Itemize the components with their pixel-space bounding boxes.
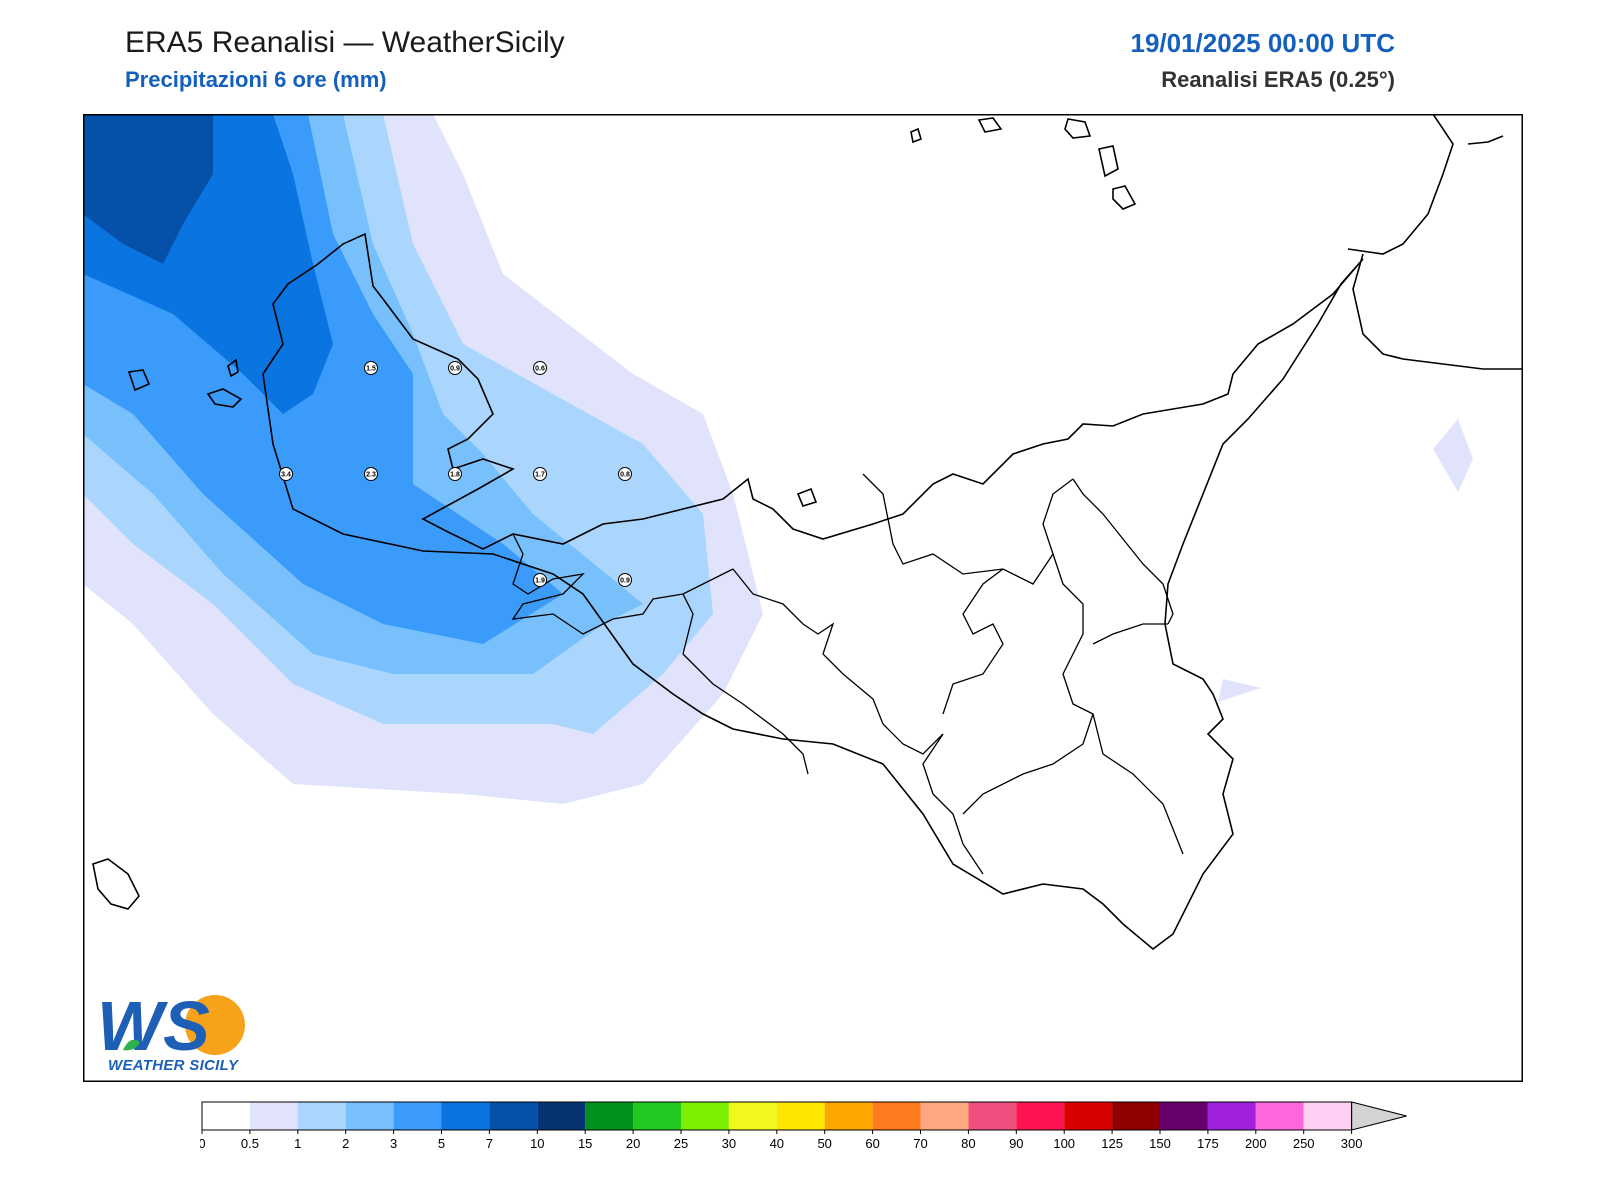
map-frame bbox=[83, 114, 1523, 1082]
colorbar-tick-label: 90 bbox=[1009, 1136, 1023, 1151]
station-marker: 1.9 bbox=[533, 573, 547, 587]
logo-mark: WS bbox=[97, 987, 210, 1065]
colorbar-cell bbox=[920, 1102, 969, 1130]
colorbar-cell bbox=[968, 1102, 1017, 1130]
station-value: 0.9 bbox=[620, 578, 630, 585]
station-marker: 1.7 bbox=[533, 467, 547, 481]
colorbar-cell bbox=[776, 1102, 825, 1130]
station-marker: 0.6 bbox=[533, 361, 547, 375]
colorbar-cell bbox=[1064, 1102, 1113, 1130]
colorbar-tick-label: 60 bbox=[865, 1136, 879, 1151]
logo-text: WEATHER SICILY bbox=[108, 1057, 239, 1074]
colorbar-tick-label: 3 bbox=[390, 1136, 397, 1151]
colorbar-cell bbox=[872, 1102, 921, 1130]
precipitation-colorbar: 0 0.5 1 2 3 5 7 10 15 20 25 30 40 50 60 70 80 90 100 125 150… bbox=[200, 1101, 1407, 1151]
colorbar-tick-label: 125 bbox=[1101, 1136, 1123, 1151]
colorbar-tick-label: 1 bbox=[294, 1136, 301, 1151]
colorbar-tick-label: 7 bbox=[486, 1136, 493, 1151]
weathersicily-logo: WS bbox=[97, 987, 245, 1065]
station-value: 1.9 bbox=[535, 578, 545, 585]
valid-datetime: 19/01/2025 00:00 UTC bbox=[1130, 28, 1395, 58]
colorbar-extend-arrow bbox=[1351, 1101, 1407, 1131]
colorbar-tick-label: 70 bbox=[913, 1136, 927, 1151]
colorbar-cell bbox=[681, 1102, 729, 1130]
map-subtitle: Precipitazioni 6 ore (mm) bbox=[125, 67, 387, 92]
colorbar-cell bbox=[1016, 1102, 1065, 1130]
colorbar-cells bbox=[201, 1101, 1407, 1131]
colorbar-cell bbox=[585, 1102, 634, 1130]
station-value: 0.6 bbox=[535, 366, 545, 373]
colorbar-tick-label: 30 bbox=[722, 1136, 736, 1151]
colorbar-tick-label: 0.5 bbox=[241, 1136, 259, 1151]
station-value: 0.9 bbox=[450, 366, 460, 373]
colorbar-tick-label: 80 bbox=[961, 1136, 975, 1151]
colorbar-tick-label: 175 bbox=[1197, 1136, 1219, 1151]
station-marker: 1.5 bbox=[364, 361, 378, 375]
colorbar-tick-label: 150 bbox=[1149, 1136, 1171, 1151]
colorbar-tick-label: 0 bbox=[200, 1136, 206, 1151]
station-value: 1.5 bbox=[366, 366, 376, 373]
colorbar-cell bbox=[441, 1102, 490, 1130]
station-marker: 0.9 bbox=[448, 361, 462, 375]
station-markers: 1.5 0.9 0.6 3.4 2.3 1.8 1.7 0.8 bbox=[279, 361, 632, 587]
colorbar-cell bbox=[202, 1102, 250, 1130]
coastline bbox=[92, 114, 1523, 951]
colorbar-cell bbox=[1303, 1102, 1352, 1130]
colorbar-tick-label: 250 bbox=[1293, 1136, 1315, 1151]
station-marker: 2.3 bbox=[364, 467, 378, 481]
station-marker: 0.9 bbox=[618, 573, 632, 587]
colorbar-tick-label: 15 bbox=[578, 1136, 592, 1151]
colorbar-cell bbox=[249, 1102, 298, 1130]
colorbar-cell bbox=[824, 1102, 873, 1130]
province-boundaries bbox=[511, 473, 1184, 875]
colorbar-cell bbox=[1160, 1102, 1208, 1130]
data-source-label: Reanalisi ERA5 (0.25°) bbox=[1161, 67, 1395, 92]
colorbar-cell bbox=[728, 1102, 777, 1130]
colorbar-cell bbox=[345, 1102, 394, 1130]
colorbar-cell bbox=[297, 1102, 346, 1130]
station-value: 3.4 bbox=[281, 472, 291, 479]
colorbar-tick-label: 2 bbox=[342, 1136, 349, 1151]
colorbar-cell bbox=[537, 1102, 586, 1130]
colorbar-tick-label: 25 bbox=[674, 1136, 688, 1151]
colorbar-tick-label: 5 bbox=[438, 1136, 445, 1151]
station-value: 2.3 bbox=[366, 472, 376, 479]
station-marker: 3.4 bbox=[279, 467, 293, 481]
colorbar-cell bbox=[633, 1102, 681, 1130]
colorbar-tick-label: 10 bbox=[530, 1136, 544, 1151]
precipitation-map: 1.5 0.9 0.6 3.4 2.3 1.8 1.7 0.8 bbox=[83, 114, 1523, 1082]
station-marker: 1.8 bbox=[448, 467, 462, 481]
station-value: 1.8 bbox=[450, 472, 460, 479]
colorbar-cell bbox=[1207, 1102, 1256, 1130]
colorbar-cell bbox=[1255, 1102, 1304, 1130]
colorbar-tick-label: 40 bbox=[770, 1136, 784, 1151]
map-title: ERA5 Reanalisi — WeatherSicily bbox=[125, 26, 565, 59]
colorbar-ticks: 0 0.5 1 2 3 5 7 10 15 20 25 30 40 50 60 70 80 90 100 125 150… bbox=[200, 1130, 1362, 1151]
station-value: 1.7 bbox=[535, 472, 545, 479]
station-value: 0.8 bbox=[620, 472, 630, 479]
colorbar-tick-label: 20 bbox=[626, 1136, 640, 1151]
colorbar-cell bbox=[1112, 1102, 1160, 1130]
colorbar-cell bbox=[489, 1102, 538, 1130]
station-marker: 0.8 bbox=[618, 467, 632, 481]
colorbar-tick-label: 50 bbox=[817, 1136, 831, 1151]
colorbar-tick-label: 100 bbox=[1053, 1136, 1075, 1151]
colorbar-cell bbox=[393, 1102, 442, 1130]
colorbar-tick-label: 200 bbox=[1245, 1136, 1267, 1151]
colorbar-tick-label: 300 bbox=[1341, 1136, 1363, 1151]
